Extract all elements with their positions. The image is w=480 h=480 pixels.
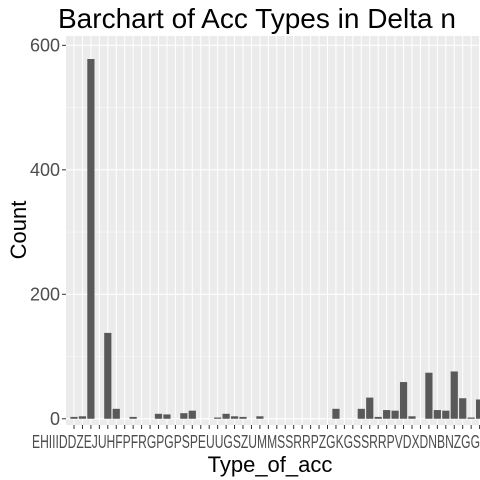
bar [467, 417, 475, 419]
y-axis: 0 200 400 600 [30, 35, 66, 429]
bar [154, 413, 163, 419]
bar [222, 413, 230, 419]
gridlines [66, 36, 480, 425]
bar [391, 410, 399, 419]
bar [230, 416, 239, 419]
y-tick-label: 200 [30, 284, 60, 304]
bar [374, 416, 382, 419]
y-tick-label: 0 [50, 409, 60, 429]
bar [214, 417, 222, 419]
bar [112, 408, 120, 419]
bar [180, 413, 188, 419]
bar [425, 372, 433, 419]
bar [256, 416, 264, 419]
bar [459, 398, 467, 419]
bar [357, 408, 365, 419]
x-axis: EHIIIDDZEJUHFPFRGPGPSPEUUGSZUMMSSRRPZGKG… [32, 425, 480, 452]
bar [383, 410, 391, 419]
bar [442, 410, 450, 419]
bar [70, 416, 78, 419]
y-tick-label: 600 [30, 35, 60, 55]
bar [476, 399, 480, 419]
bar [78, 416, 87, 419]
bars [70, 59, 480, 419]
bar [399, 382, 408, 419]
bar [332, 408, 340, 419]
bar [408, 416, 416, 419]
chart-title: Barchart of Acc Types in Delta n [58, 3, 456, 34]
bar [129, 416, 137, 419]
bar [239, 416, 247, 419]
x-axis-title: Type_of_acc [208, 452, 333, 477]
y-axis-title: Count [6, 201, 31, 260]
bar [366, 397, 374, 419]
bar [163, 414, 171, 419]
x-tick-labels: EHIIIDDZEJUHFPFRGPGPSPEUUGSZUMMSSRRPZGKG… [32, 432, 480, 452]
plot-panel [66, 36, 480, 425]
bar [450, 371, 458, 419]
bar [188, 410, 196, 419]
bar [87, 59, 95, 419]
bar [104, 332, 112, 419]
y-tick-label: 400 [30, 160, 60, 180]
bar [433, 410, 441, 419]
